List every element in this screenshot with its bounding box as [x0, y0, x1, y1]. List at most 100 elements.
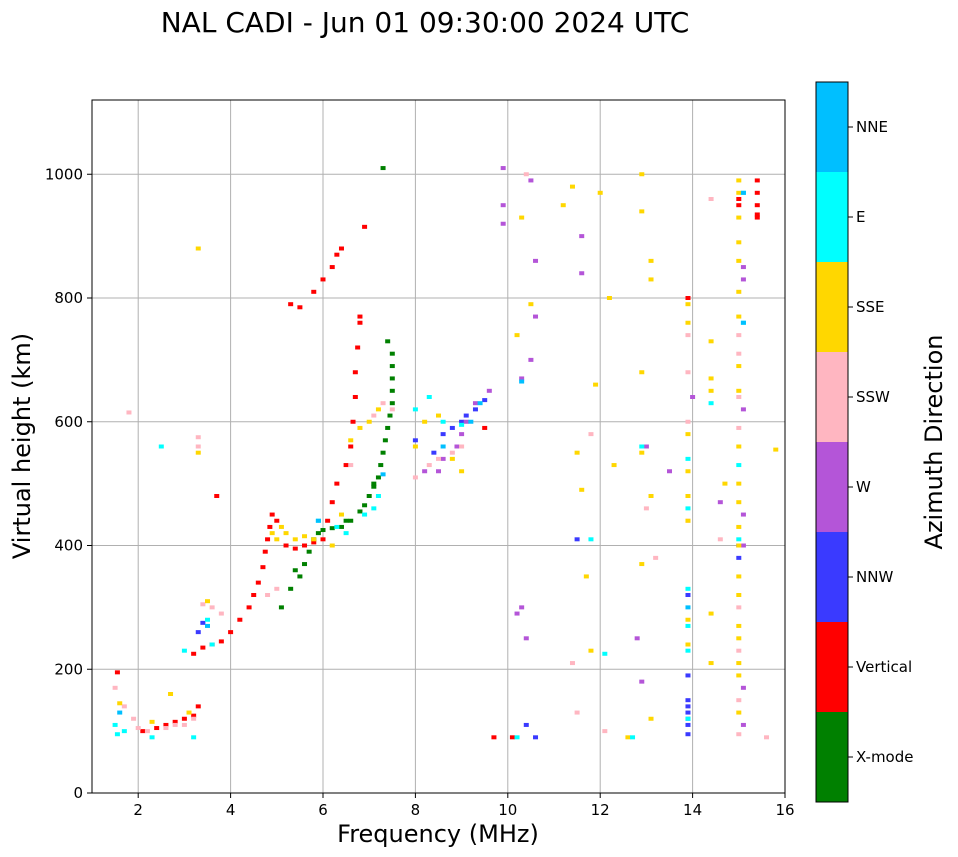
data-point: [685, 419, 691, 424]
data-point: [740, 722, 746, 727]
data-point: [482, 398, 488, 403]
data-point: [740, 190, 746, 195]
data-point: [262, 549, 268, 554]
data-point: [436, 469, 441, 474]
data-point: [639, 450, 645, 455]
data-point: [269, 512, 275, 517]
x-tick-label: 16: [775, 801, 794, 819]
data-point: [260, 565, 266, 570]
data-point: [422, 419, 428, 424]
data-point: [472, 407, 478, 412]
data-point: [653, 555, 659, 560]
y-axis: 0 200 400 600 800 1000: [45, 165, 92, 802]
data-point: [764, 735, 770, 740]
data-point: [560, 203, 566, 208]
data-points: [112, 166, 779, 740]
data-point: [191, 735, 197, 740]
data-point: [685, 456, 691, 461]
data-point: [265, 537, 271, 542]
data-point: [685, 673, 691, 678]
data-point: [389, 401, 395, 406]
data-point: [685, 732, 691, 737]
plot-frame: [91, 99, 786, 794]
data-point: [311, 537, 317, 542]
data-point: [736, 425, 742, 430]
data-point: [389, 407, 395, 412]
data-point: [191, 716, 197, 721]
data-point: [588, 648, 594, 653]
data-point: [685, 593, 691, 597]
data-point: [685, 710, 691, 715]
series-vertical: [114, 178, 760, 740]
data-point: [736, 574, 742, 579]
data-point: [412, 475, 418, 480]
data-point: [329, 526, 335, 531]
data-point: [181, 722, 187, 727]
data-point: [740, 320, 746, 325]
colorbar-label: Azimuth Direction: [920, 335, 948, 550]
series-w: [422, 166, 746, 727]
data-point: [685, 518, 691, 523]
colorbar-label-xmode: X-mode: [856, 748, 913, 766]
data-point: [736, 636, 742, 641]
data-point: [149, 719, 155, 724]
data-point: [523, 722, 529, 727]
data-point: [717, 500, 723, 505]
data-point: [685, 642, 691, 647]
data-point: [352, 370, 358, 375]
data-point: [385, 339, 391, 344]
data-point: [463, 413, 469, 418]
data-point: [722, 481, 728, 486]
data-point: [389, 351, 395, 356]
data-point: [436, 413, 441, 418]
data-point: [355, 345, 361, 350]
colorbar-segment: [816, 712, 848, 802]
data-point: [717, 537, 723, 542]
data-point: [431, 450, 437, 455]
data-point: [514, 333, 520, 338]
data-point: [708, 339, 714, 344]
colorbar-frame: [815, 81, 849, 803]
data-point: [205, 599, 210, 604]
data-point: [237, 617, 243, 622]
data-point: [117, 710, 123, 715]
data-point: [574, 450, 580, 455]
data-point: [740, 265, 746, 270]
data-point: [380, 401, 386, 406]
data-point: [274, 586, 280, 591]
data-point: [269, 531, 275, 536]
data-point: [352, 395, 358, 399]
y-tick-label: 1000: [45, 165, 83, 183]
data-point: [648, 716, 654, 721]
data-point: [195, 630, 201, 635]
colorbar-label-ssw: SSW: [856, 388, 890, 406]
series-sse: [117, 172, 779, 740]
data-point: [459, 444, 465, 449]
data-point: [140, 729, 146, 734]
x-axis: 2 4 6 8 10 12 14 16: [133, 793, 795, 819]
data-point: [380, 166, 386, 171]
data-point: [288, 302, 294, 307]
x-tick-label: 12: [591, 801, 610, 819]
data-point: [357, 314, 363, 319]
series-nnw: [195, 398, 742, 740]
data-point: [736, 203, 742, 208]
data-point: [283, 531, 289, 536]
data-point: [579, 487, 585, 492]
data-point: [602, 729, 608, 734]
data-point: [200, 645, 206, 650]
data-point: [255, 580, 261, 585]
data-point: [519, 376, 525, 381]
data-point: [440, 456, 446, 461]
data-point: [754, 178, 760, 183]
data-point: [297, 305, 303, 310]
data-point: [685, 302, 691, 307]
data-point: [274, 537, 280, 542]
data-point: [306, 549, 312, 554]
y-tick-label: 200: [54, 660, 83, 678]
data-point: [736, 364, 742, 369]
data-point: [740, 512, 746, 517]
data-point: [200, 602, 206, 607]
data-point: [436, 456, 441, 461]
